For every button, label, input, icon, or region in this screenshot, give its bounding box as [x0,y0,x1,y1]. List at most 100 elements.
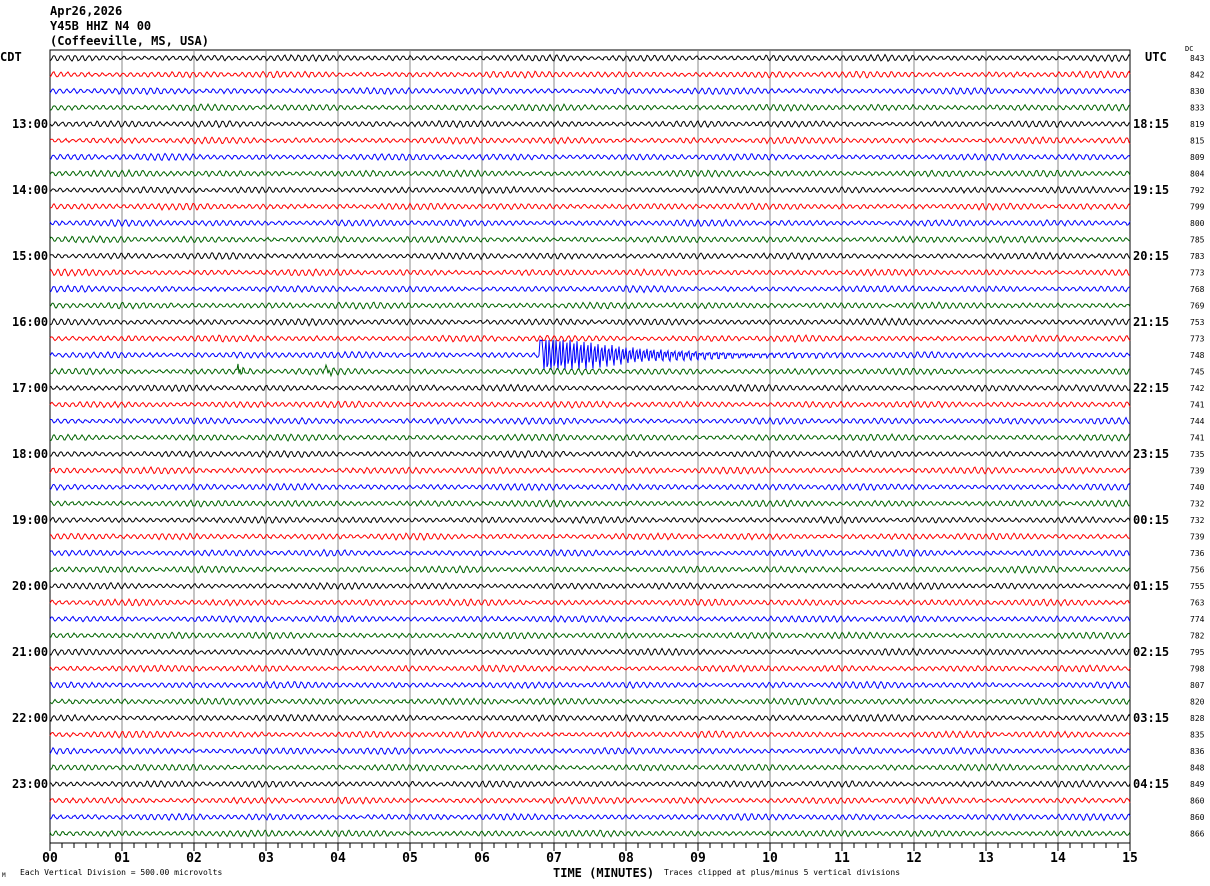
dc-offset-value: 769 [1190,302,1205,311]
dc-offset-value: 763 [1190,599,1205,608]
dc-offset-value: 830 [1190,87,1205,96]
left-hour-label: 19:00 [12,513,48,527]
dc-offset-value: 828 [1190,714,1205,723]
trace-row [49,119,1131,129]
x-tick-label: 10 [762,851,778,866]
trace-row [49,796,1131,805]
trace-row [49,499,1130,508]
dc-offset-value: 800 [1190,219,1205,228]
dc-offset-value: 742 [1190,384,1205,393]
dc-offset-value: 736 [1190,549,1205,558]
right-hour-label: 03:15 [1133,711,1169,725]
right-hour-label: 20:15 [1133,249,1169,263]
dc-offset-value: 835 [1190,731,1205,740]
x-tick-label: 07 [546,851,562,866]
trace-row [49,482,1131,492]
dc-offset-value: 833 [1190,104,1205,113]
dc-offset-value: 785 [1190,236,1205,245]
dc-offset-value: 741 [1190,401,1205,410]
left-hour-label: 18:00 [12,447,48,461]
left-hour-label: 22:00 [12,711,48,725]
dc-offset-value: 739 [1190,467,1205,476]
trace-row [49,829,1131,838]
dc-offset-value: 756 [1190,566,1205,575]
x-tick-label: 11 [834,851,850,866]
trace-row [49,730,1131,739]
x-tick-label: 00 [42,851,58,866]
x-tick-label: 15 [1122,851,1138,866]
right-hour-label: 19:15 [1133,183,1169,197]
trace-row [49,515,1131,525]
trace-row [49,449,1131,459]
trace-row [49,564,1131,574]
trace-row [49,615,1131,624]
right-hour-label: 21:15 [1133,315,1169,329]
trace-row [49,363,1131,378]
x-axis-title: TIME (MINUTES) [553,866,655,880]
right-timezone-label: UTC [1145,50,1167,64]
x-tick-label: 08 [618,851,634,866]
left-hour-label: 21:00 [12,645,48,659]
x-tick-label: 01 [114,851,130,866]
trace-row [49,317,1131,327]
dc-offset-value: 836 [1190,747,1205,756]
dc-offset-value: 842 [1190,71,1205,80]
dc-offset-value: 799 [1190,203,1205,212]
dc-offset-value: 866 [1190,830,1205,839]
dc-offset-value: 744 [1190,417,1205,426]
trace-row [49,779,1131,789]
right-hour-label: 18:15 [1133,117,1169,131]
x-tick-label: 12 [906,851,922,866]
dc-offset-value: 860 [1190,813,1205,822]
dc-offset-value: 849 [1190,780,1205,789]
trace-row [49,268,1131,277]
left-hour-label: 15:00 [12,249,48,263]
dc-offset-value: 798 [1190,665,1205,674]
trace-row [49,465,1131,475]
x-tick-label: 04 [330,851,346,866]
dc-offset-value: 782 [1190,632,1205,641]
dc-offset-value: 783 [1190,252,1205,261]
trace-row [49,339,1131,370]
dc-offset-value: 739 [1190,533,1205,542]
dc-offset-value: 755 [1190,582,1205,591]
dc-offset-value: 773 [1190,269,1205,278]
dc-offset-value: 740 [1190,483,1205,492]
trace-row [49,581,1131,591]
dc-offset-value: 753 [1190,318,1205,327]
x-tick-label: 09 [690,851,706,866]
trace-row [49,631,1131,640]
trace-row [49,70,1131,79]
right-hour-label: 00:15 [1133,513,1169,527]
dc-offset-value: 820 [1190,698,1205,707]
dc-offset-value: 774 [1190,615,1205,624]
left-hour-label: 17:00 [12,381,48,395]
left-hour-label: 23:00 [12,777,48,791]
dc-offset-value: 768 [1190,285,1205,294]
dc-offset-value: 819 [1190,120,1205,129]
right-hour-label: 01:15 [1133,579,1169,593]
dc-offset-value: 815 [1190,137,1205,146]
right-hour-label: 22:15 [1133,381,1169,395]
plot-date: Apr26,2026 [50,4,123,18]
dc-label: DC [1185,45,1194,53]
x-tick-label: 13 [978,851,994,866]
trace-row [49,713,1131,723]
x-tick-label: 06 [474,851,490,866]
trace-row [49,218,1131,228]
dc-offset-value: 741 [1190,434,1205,443]
scale-note: Each Vertical Division = 500.00 microvol… [20,868,223,877]
trace-row [49,235,1131,244]
trace-row [49,86,1131,96]
trace-row [49,185,1131,195]
left-hour-label: 16:00 [12,315,48,329]
trace-row [49,697,1131,706]
right-hour-label: 04:15 [1133,777,1169,791]
trace-row [49,284,1131,294]
trace-row [49,680,1131,690]
x-tick-label: 03 [258,851,274,866]
trace-row [49,102,1131,112]
trace-row [49,432,1131,442]
left-timezone-label: CDT [0,50,22,64]
right-hour-label: 23:15 [1133,447,1169,461]
